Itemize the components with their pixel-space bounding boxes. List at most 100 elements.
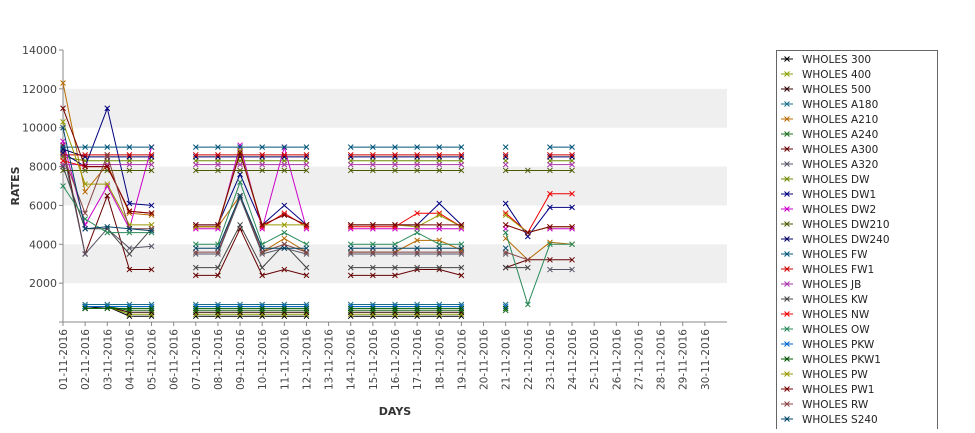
x-tick-label: 15-11-2016	[368, 329, 380, 390]
data-point	[281, 161, 288, 168]
data-point	[502, 200, 509, 207]
legend-swatch-marker	[784, 191, 790, 197]
x-tick-label: 20-11-2016	[479, 329, 491, 390]
data-point	[82, 305, 88, 312]
data-point	[281, 245, 288, 252]
legend-swatch-marker	[784, 236, 790, 242]
data-point	[82, 181, 88, 187]
legend-swatch-marker	[784, 281, 790, 287]
data-point	[458, 167, 465, 174]
data-point	[281, 212, 288, 218]
data-point	[281, 229, 288, 236]
data-point	[436, 161, 443, 168]
legend-swatch-marker	[784, 161, 790, 167]
data-point	[436, 264, 443, 271]
data-point	[237, 303, 243, 310]
data-point	[281, 235, 288, 242]
data-point	[126, 144, 133, 150]
x-tick-label: 25-11-2016	[589, 329, 601, 390]
data-point	[458, 264, 465, 271]
data-point	[126, 152, 133, 158]
data-point	[524, 167, 531, 174]
series-23	[60, 105, 575, 236]
series-line	[85, 306, 462, 313]
data-point	[303, 305, 310, 312]
data-point	[192, 245, 199, 252]
data-point	[215, 161, 221, 168]
data-point	[259, 167, 266, 174]
legend-label: WHOLES DW240	[802, 234, 890, 246]
data-point	[392, 161, 398, 168]
data-point	[192, 144, 199, 150]
data-point	[82, 225, 88, 232]
x-tick-label: 09-11-2016	[235, 329, 247, 390]
data-point	[502, 245, 509, 252]
legend-swatch-marker	[784, 221, 790, 227]
data-point	[370, 303, 376, 310]
data-point	[392, 167, 398, 174]
data-point	[148, 305, 155, 312]
data-point	[347, 152, 354, 158]
legend-swatch-marker	[784, 356, 790, 362]
legend-item: WHOLES DW210	[781, 219, 890, 231]
legend-swatch-marker	[784, 311, 790, 317]
data-point	[547, 256, 553, 263]
data-point	[436, 144, 443, 150]
data-point	[436, 303, 443, 310]
data-point	[259, 264, 266, 271]
data-point	[281, 222, 288, 228]
data-point	[569, 161, 575, 168]
x-tick-label: 29-11-2016	[678, 329, 690, 390]
data-point	[502, 305, 509, 312]
series-21	[82, 305, 509, 312]
x-tick-label: 07-11-2016	[191, 329, 203, 390]
series-13	[60, 146, 575, 160]
legend-swatch-marker	[784, 206, 790, 212]
legend-label: WHOLES DW2	[802, 204, 876, 216]
data-point	[392, 245, 398, 252]
legend-item: WHOLES A320	[781, 159, 878, 171]
data-point	[215, 272, 221, 279]
data-point	[303, 222, 310, 228]
x-tick-label: 01-11-2016	[58, 329, 70, 390]
data-point	[502, 167, 509, 174]
legend-swatch-marker	[784, 266, 790, 272]
data-point	[237, 179, 243, 185]
data-point	[502, 264, 509, 271]
data-point	[259, 222, 266, 228]
legend-label: WHOLES PKW1	[802, 354, 881, 366]
legend-item: WHOLES KW	[781, 294, 869, 306]
data-point	[569, 223, 575, 230]
data-point	[104, 152, 111, 158]
legend-item: WHOLES FW1	[781, 264, 874, 276]
data-point	[458, 152, 465, 158]
data-point	[569, 190, 575, 197]
data-point	[569, 204, 575, 211]
legend-item: WHOLES PKW1	[781, 354, 881, 366]
series-line	[62, 156, 573, 162]
data-point	[347, 245, 354, 252]
data-point	[237, 305, 243, 312]
legend-label: WHOLES JB	[802, 279, 861, 291]
legend-item: WHOLES PKW	[781, 339, 875, 351]
legend-swatch-marker	[784, 131, 790, 137]
data-point	[104, 223, 111, 230]
data-point	[502, 222, 509, 228]
legend-label: WHOLES RW	[802, 399, 869, 411]
grid-band	[63, 88, 727, 128]
legend-label: WHOLES A300	[802, 144, 878, 156]
x-tick-label: 05-11-2016	[147, 329, 159, 390]
data-point	[347, 167, 354, 174]
grid-band	[63, 244, 727, 284]
data-point	[370, 305, 376, 312]
legend-swatch-marker	[784, 416, 790, 422]
data-point	[104, 144, 111, 150]
data-point	[458, 161, 465, 168]
data-point	[458, 144, 465, 150]
data-point	[458, 272, 465, 279]
data-point	[458, 222, 465, 228]
data-point	[192, 161, 199, 168]
y-tick-label: 14000	[22, 44, 57, 57]
data-point	[436, 212, 443, 218]
data-point	[126, 303, 133, 310]
